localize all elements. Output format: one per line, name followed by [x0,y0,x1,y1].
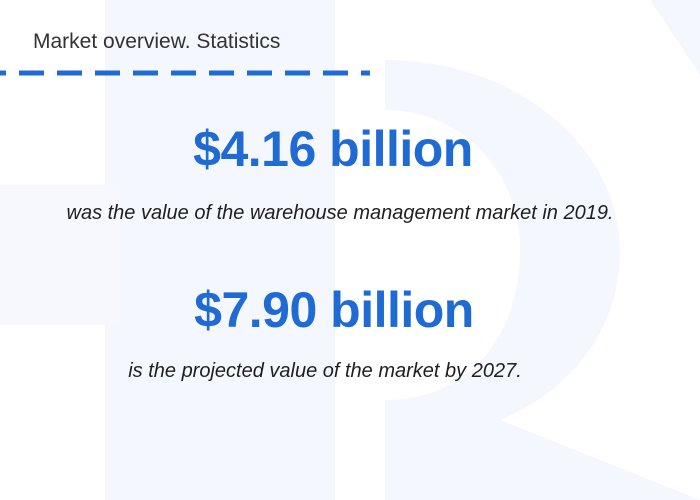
stat-value-2019: $4.16 billion [193,121,473,177]
page-title: Market overview. Statistics [33,30,281,53]
stat-value-2027: $7.90 billion [194,282,474,338]
stat-description-2019: was the value of the warehouse managemen… [66,202,614,224]
stat-description-2027: is the projected value of the market by … [128,360,522,382]
dashed-divider [0,70,370,76]
